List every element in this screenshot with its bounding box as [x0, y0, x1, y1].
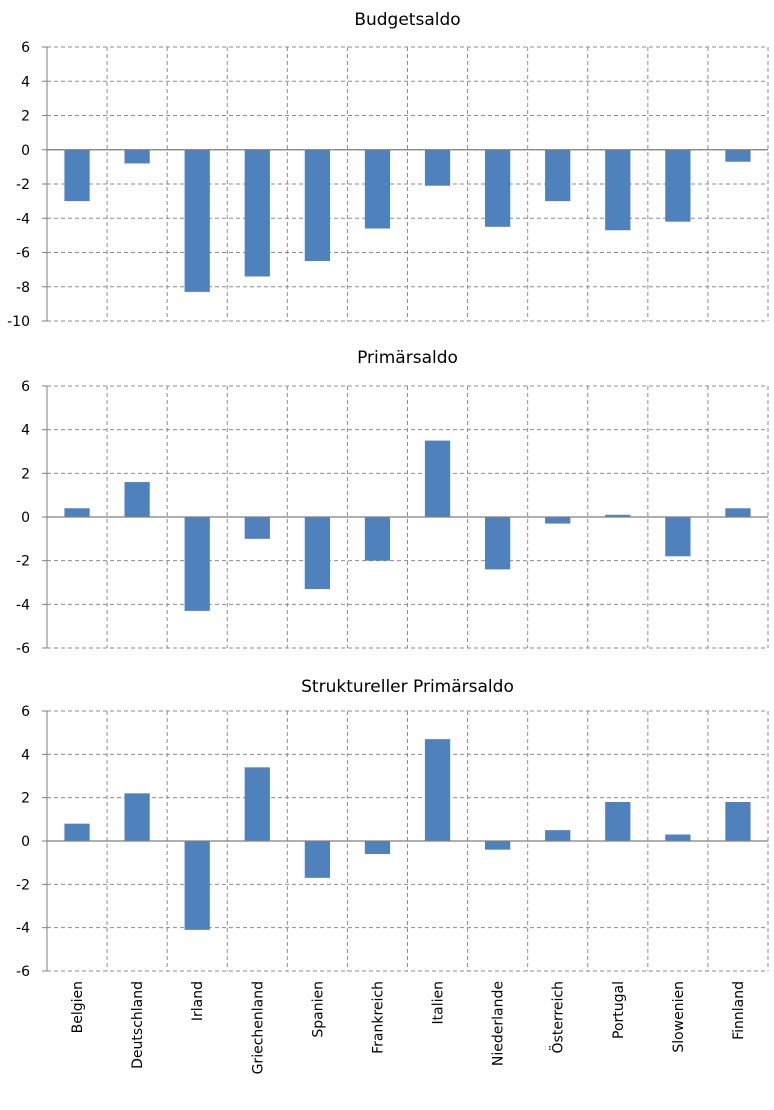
chart-panel-1: Budgetsaldo 6 4 2 0 -2 -4 -6 -8 -10 [7, 10, 769, 330]
category-label: Finnland [731, 981, 747, 1040]
bar-belgien [64, 823, 90, 841]
category-label: Griechenland [250, 981, 266, 1074]
y-tick-label: 4 [21, 423, 30, 439]
bar-italien [424, 149, 451, 186]
bar-deutschland [124, 793, 150, 841]
bar-deutschland [124, 482, 150, 517]
chart-panel-3: Struktureller Primärsaldo 6 4 2 0 -2 -4 -6 Belgi… [16, 677, 769, 1074]
category-label: Niederlande [491, 981, 507, 1066]
bar-slowenien [665, 517, 691, 557]
chart-title: Primärsaldo [357, 348, 458, 368]
y-tick-label: 4 [21, 747, 30, 763]
bar-finnland [725, 802, 751, 841]
bar-slowenien [665, 149, 691, 222]
category-label: Deutschland [130, 981, 146, 1069]
y-tick-label: -8 [16, 280, 30, 296]
bar-slowenien [665, 834, 691, 841]
category-label: Irland [190, 981, 206, 1021]
bar-deutschland [124, 149, 150, 164]
chart-title: Budgetsaldo [354, 10, 460, 30]
y-tick-label: -4 [16, 921, 30, 937]
bar-finnland [725, 508, 751, 517]
bar-spanien [304, 149, 330, 262]
y-tick-label: 2 [21, 466, 30, 482]
bar-frankreich [364, 841, 391, 854]
y-tick-label: -4 [16, 597, 30, 613]
y-tick-label: -4 [16, 211, 30, 227]
bar-frankreich [364, 149, 391, 229]
bar-italien [424, 739, 451, 841]
bar-italien [424, 440, 451, 517]
category-label: Frankreich [370, 981, 386, 1054]
bar-österreich [545, 830, 571, 841]
y-tick-label: 6 [21, 379, 30, 395]
bar-irland [184, 517, 210, 611]
bar-niederlande [485, 841, 511, 850]
bar-portugal [605, 149, 631, 231]
bar-portugal [605, 514, 631, 517]
category-label: Spanien [310, 981, 326, 1038]
y-tick-label: -10 [7, 314, 30, 330]
y-tick-label: 4 [21, 74, 30, 90]
y-tick-label: -6 [16, 641, 30, 657]
y-tick-label: 6 [21, 40, 30, 56]
category-label: Slowenien [671, 981, 687, 1053]
bar-spanien [304, 517, 330, 590]
chart-title: Struktureller Primärsaldo [301, 677, 514, 697]
category-label: Portugal [611, 981, 627, 1039]
bar-finnland [725, 149, 751, 162]
bar-portugal [605, 802, 631, 841]
y-tick-label: 2 [21, 791, 30, 807]
bar-irland [184, 841, 210, 930]
y-tick-label: -6 [16, 246, 30, 262]
bar-frankreich [364, 517, 391, 561]
category-label: Österreich [549, 981, 567, 1053]
bar-belgien [64, 149, 90, 202]
bar-niederlande [485, 149, 511, 227]
y-tick-label: 6 [21, 704, 30, 720]
y-tick-label: -2 [16, 177, 30, 193]
y-tick-label: 2 [21, 109, 30, 125]
chart-panel-2: Primärsaldo 6 4 2 0 -2 -4 -6 [16, 348, 769, 657]
bar-spanien [304, 841, 330, 878]
category-label: Italien [431, 981, 447, 1024]
bar-griechenland [244, 517, 270, 539]
bar-griechenland [244, 149, 270, 277]
y-tick-label: -2 [16, 877, 30, 893]
bar-griechenland [244, 767, 270, 841]
bar-irland [184, 149, 210, 292]
bar-niederlande [485, 517, 511, 570]
y-tick-label: -2 [16, 554, 30, 570]
y-tick-label: -6 [16, 964, 30, 980]
y-tick-label: 0 [21, 143, 30, 159]
bar-belgien [64, 508, 90, 517]
bar-österreich [545, 149, 571, 202]
bar-österreich [545, 517, 571, 524]
category-label: Belgien [70, 981, 86, 1033]
y-tick-label: 0 [21, 510, 30, 526]
y-tick-label: 0 [21, 834, 30, 850]
